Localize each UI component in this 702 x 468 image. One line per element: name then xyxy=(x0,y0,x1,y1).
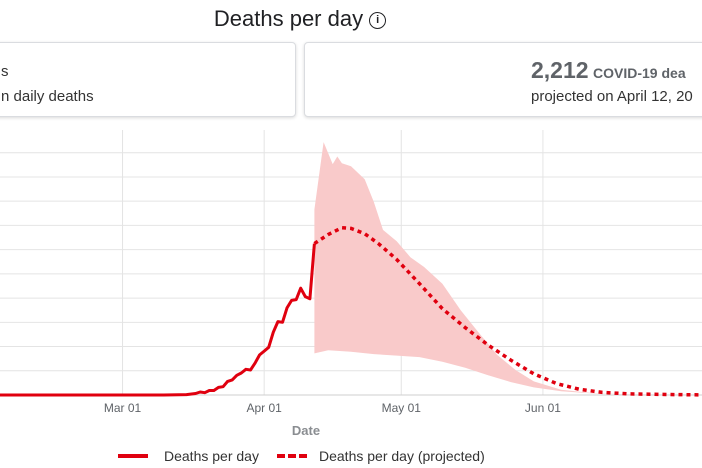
stat-card-projected-label: COVID-19 dea xyxy=(593,65,686,81)
stat-card-peak-value: s xyxy=(1,63,9,80)
series-line-deaths-per-day-projected xyxy=(313,225,702,397)
legend-label-deaths-per-day-projected: Deaths per day (projected) xyxy=(319,448,485,464)
info-circle-icon[interactable]: i xyxy=(369,12,387,29)
stat-card-projected-value: 2,212 xyxy=(531,57,589,83)
stat-card-projected-headline: 2,212 COVID-19 dea xyxy=(531,57,686,84)
chart-title: Deaths per day xyxy=(213,6,364,31)
x-tick-labels: Mar 01 Apr 01 May 01 Jun 01 xyxy=(104,401,561,415)
x-axis-label: Date xyxy=(292,423,320,438)
x-tick-label: Mar 01 xyxy=(104,401,142,415)
stat-card-projected-caption: projected on April 12, 20 xyxy=(531,88,693,105)
legend-item-deaths-per-day-projected[interactable]: Deaths per day (projected) xyxy=(277,448,485,464)
x-tick-label: Jun 01 xyxy=(525,401,561,415)
x-tick-label: May 01 xyxy=(382,401,422,415)
uncertainty-band xyxy=(314,142,702,395)
deaths-per-day-chart: Mar 01 Apr 01 May 01 Jun 01 Date xyxy=(0,130,702,438)
legend-swatch-dashed xyxy=(277,454,307,458)
stat-card-projected: 2,212 COVID-19 dea projected on April 12… xyxy=(304,42,702,117)
x-tick-label: Apr 01 xyxy=(246,401,282,415)
chart-title-row: Deaths per day i xyxy=(0,6,600,32)
legend-item-deaths-per-day[interactable]: Deaths per day xyxy=(118,448,259,464)
legend-swatch-solid xyxy=(118,454,148,458)
legend-label-deaths-per-day: Deaths per day xyxy=(164,448,259,464)
stat-card-peak: s n daily deaths xyxy=(0,42,296,117)
series-line-deaths-per-day xyxy=(0,243,316,397)
stat-card-peak-caption: n daily deaths xyxy=(1,88,94,105)
